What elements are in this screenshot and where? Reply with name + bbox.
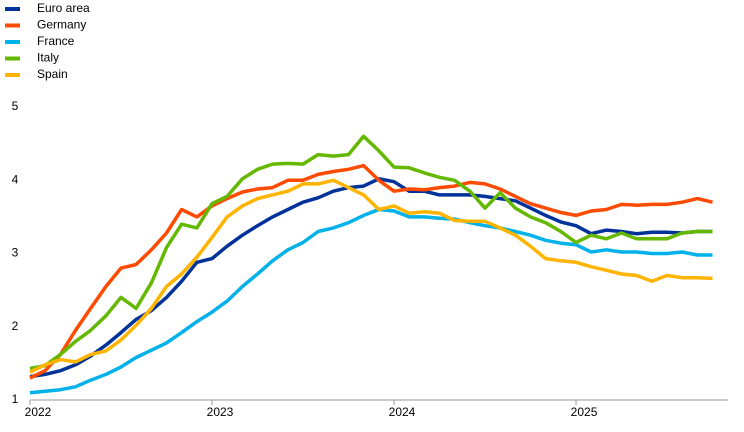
x-tick-label: 2022 [25,405,52,419]
x-tick-label: 2025 [571,405,598,419]
legend-label: France [37,34,75,48]
y-tick-label: 2 [12,319,19,333]
series-line [29,178,713,374]
series-line [29,207,713,395]
y-tick-label: 1 [12,392,19,406]
x-tick-label: 2023 [207,405,234,419]
series-line [29,163,713,380]
series-line [29,134,713,371]
legend-label: Italy [37,51,59,65]
x-tick-label: 2024 [389,405,416,419]
legend-label: Germany [37,18,86,32]
y-tick-label: 5 [12,99,19,113]
y-tick-label: 3 [12,246,19,260]
legend-label: Euro area [37,1,90,15]
legend-label: Spain [37,67,68,81]
y-tick-label: 4 [12,172,19,186]
